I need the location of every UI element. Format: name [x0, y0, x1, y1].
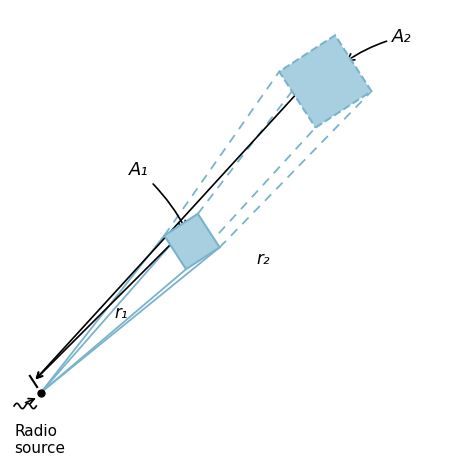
Text: A₂: A₂ — [347, 28, 412, 61]
Polygon shape — [164, 214, 220, 269]
Text: r₂: r₂ — [256, 250, 270, 268]
Text: r₁: r₁ — [114, 304, 127, 322]
Polygon shape — [279, 35, 371, 128]
Text: Radio
source: Radio source — [14, 424, 65, 456]
Text: A₁: A₁ — [129, 161, 185, 229]
